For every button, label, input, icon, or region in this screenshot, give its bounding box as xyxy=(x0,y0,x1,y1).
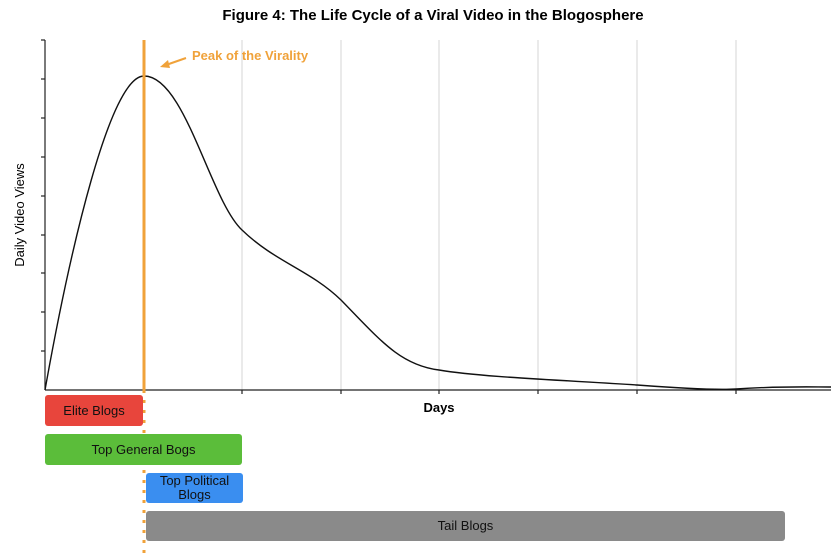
bar: Tail Blogs xyxy=(146,511,785,541)
axes xyxy=(41,39,831,394)
bar: Top General Bogs xyxy=(45,434,242,465)
arrow xyxy=(165,57,187,66)
x-axis-label: Days xyxy=(423,400,454,415)
arrow-head xyxy=(160,60,170,68)
title: Figure 4: The Life Cycle of a Viral Vide… xyxy=(222,7,643,24)
grid xyxy=(241,40,737,390)
curve xyxy=(44,75,831,391)
bar: Top Political Blogs xyxy=(146,473,243,503)
y-axis-label: Daily Video Views xyxy=(12,163,27,267)
bar: Elite Blogs xyxy=(45,395,143,426)
annotation: Peak of the Virality xyxy=(192,48,309,63)
